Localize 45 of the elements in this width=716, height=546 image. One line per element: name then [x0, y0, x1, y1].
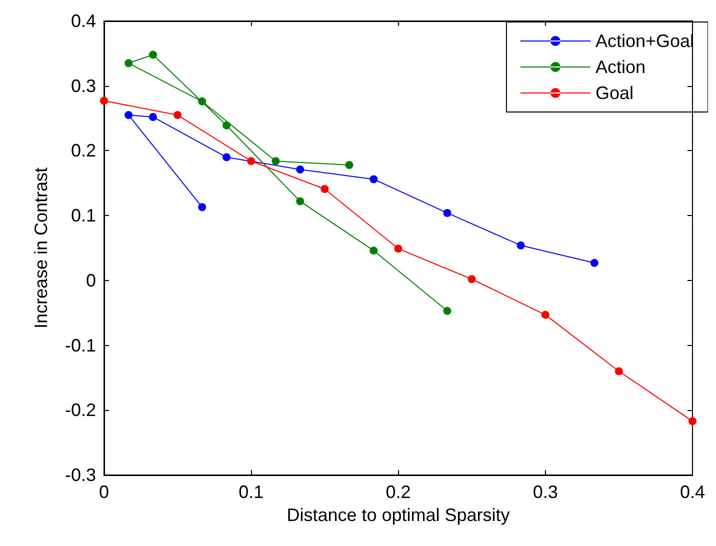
- point: [149, 50, 157, 59]
- point: [222, 121, 231, 130]
- point: [124, 111, 133, 120]
- point: [296, 197, 304, 206]
- point: [100, 96, 108, 105]
- point: [222, 153, 231, 162]
- point: [516, 241, 525, 250]
- point: [320, 184, 329, 193]
- point: [541, 310, 550, 319]
- y-tick-label: -0.2: [64, 400, 96, 420]
- point: [149, 112, 157, 121]
- y-tick-label: 0.1: [70, 206, 96, 226]
- point: [247, 157, 256, 166]
- y-tick-label: 0.4: [70, 11, 96, 31]
- legend-label: Goal: [595, 83, 634, 103]
- y-axis-title: Increase in Contrast: [31, 167, 51, 329]
- x-tick-label: 0.2: [386, 482, 411, 502]
- point: [614, 367, 623, 376]
- point: [443, 208, 452, 217]
- x-tick-label: 0.3: [532, 482, 558, 502]
- point: [198, 203, 206, 212]
- y-tick-label: -0.1: [64, 335, 96, 356]
- point: [590, 258, 598, 267]
- legend-label: Action+Goal: [595, 31, 694, 51]
- point: [272, 157, 280, 166]
- point: [688, 417, 696, 426]
- x-tick-label: 0: [98, 482, 110, 502]
- x-axis-title: Distance to optimal Sparsity: [286, 504, 510, 525]
- point: [468, 275, 476, 284]
- point: [174, 111, 182, 120]
- x-tick-label: 0.4: [680, 482, 706, 502]
- point: [394, 244, 402, 253]
- point: [370, 246, 378, 255]
- point: [198, 97, 206, 106]
- point: [296, 166, 304, 174]
- y-tick-label: 0.3: [70, 76, 96, 96]
- y-tick-label: 0.2: [70, 140, 96, 161]
- x-tick-label: 0.1: [238, 482, 264, 502]
- point: [370, 175, 378, 184]
- y-tick-label: -0.3: [64, 465, 96, 485]
- point: [443, 306, 452, 315]
- legend-label: Action: [595, 57, 646, 77]
- point: [124, 59, 133, 68]
- y-tick-label: 0: [86, 270, 96, 290]
- point: [345, 160, 354, 169]
